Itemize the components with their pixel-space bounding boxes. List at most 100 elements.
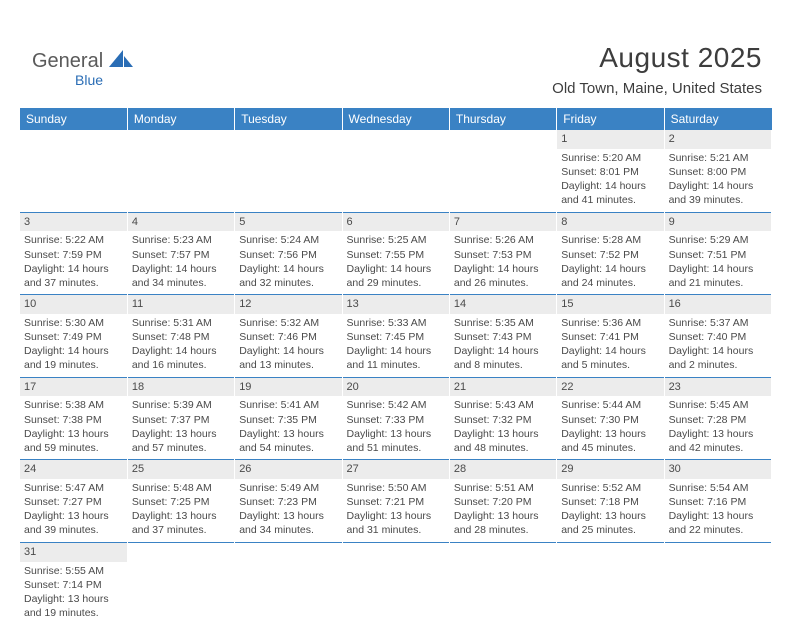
day-number: 30: [665, 460, 771, 479]
day-sunrise: Sunrise: 5:23 AM: [132, 233, 230, 247]
day-sunrise: Sunrise: 5:26 AM: [454, 233, 552, 247]
day-number: 7: [450, 213, 556, 232]
calendar-cell: 30Sunrise: 5:54 AMSunset: 7:16 PMDayligh…: [664, 460, 771, 543]
day-sunset: Sunset: 7:57 PM: [132, 248, 230, 262]
calendar-cell: 27Sunrise: 5:50 AMSunset: 7:21 PMDayligh…: [342, 460, 449, 543]
day-sunrise: Sunrise: 5:39 AM: [132, 398, 230, 412]
day-info: Sunrise: 5:22 AMSunset: 7:59 PMDaylight:…: [20, 231, 127, 294]
day-number: 1: [557, 130, 663, 149]
day-number: 14: [450, 295, 556, 314]
day-info: Sunrise: 5:51 AMSunset: 7:20 PMDaylight:…: [450, 479, 556, 542]
day-number: 4: [128, 213, 234, 232]
header-right: August 2025 Old Town, Maine, United Stat…: [552, 42, 762, 97]
day-sunset: Sunset: 7:23 PM: [239, 495, 337, 509]
day-info: Sunrise: 5:30 AMSunset: 7:49 PMDaylight:…: [20, 314, 127, 377]
day-info: Sunrise: 5:20 AMSunset: 8:01 PMDaylight:…: [557, 149, 663, 212]
day-daylight: Daylight: 13 hours and 34 minutes.: [239, 509, 337, 537]
day-sunset: Sunset: 7:27 PM: [24, 495, 123, 509]
day-info: Sunrise: 5:25 AMSunset: 7:55 PMDaylight:…: [343, 231, 449, 294]
day-header: Saturday: [664, 108, 771, 130]
logo-text-blue: Blue: [75, 72, 103, 88]
day-daylight: Daylight: 13 hours and 54 minutes.: [239, 427, 337, 455]
day-number: 3: [20, 213, 127, 232]
day-sunset: Sunset: 7:49 PM: [24, 330, 123, 344]
day-header-row: Sunday Monday Tuesday Wednesday Thursday…: [20, 108, 772, 130]
day-sunrise: Sunrise: 5:43 AM: [454, 398, 552, 412]
day-info: Sunrise: 5:35 AMSunset: 7:43 PMDaylight:…: [450, 314, 556, 377]
calendar-week-row: 3Sunrise: 5:22 AMSunset: 7:59 PMDaylight…: [20, 212, 772, 295]
day-info: Sunrise: 5:41 AMSunset: 7:35 PMDaylight:…: [235, 396, 341, 459]
day-info: Sunrise: 5:32 AMSunset: 7:46 PMDaylight:…: [235, 314, 341, 377]
day-sunset: Sunset: 7:38 PM: [24, 413, 123, 427]
calendar-cell: 8Sunrise: 5:28 AMSunset: 7:52 PMDaylight…: [557, 212, 664, 295]
day-sunrise: Sunrise: 5:30 AM: [24, 316, 123, 330]
day-sunset: Sunset: 7:16 PM: [669, 495, 767, 509]
day-daylight: Daylight: 13 hours and 39 minutes.: [24, 509, 123, 537]
day-info: Sunrise: 5:44 AMSunset: 7:30 PMDaylight:…: [557, 396, 663, 459]
day-sunset: Sunset: 7:52 PM: [561, 248, 659, 262]
day-sunrise: Sunrise: 5:47 AM: [24, 481, 123, 495]
day-number: 16: [665, 295, 771, 314]
day-sunrise: Sunrise: 5:54 AM: [669, 481, 767, 495]
day-info: Sunrise: 5:54 AMSunset: 7:16 PMDaylight:…: [665, 479, 771, 542]
day-sunrise: Sunrise: 5:37 AM: [669, 316, 767, 330]
day-sunrise: Sunrise: 5:28 AM: [561, 233, 659, 247]
day-daylight: Daylight: 13 hours and 37 minutes.: [132, 509, 230, 537]
day-daylight: Daylight: 14 hours and 29 minutes.: [347, 262, 445, 290]
day-sunrise: Sunrise: 5:48 AM: [132, 481, 230, 495]
location-text: Old Town, Maine, United States: [552, 80, 762, 97]
calendar-cell: 5Sunrise: 5:24 AMSunset: 7:56 PMDaylight…: [235, 212, 342, 295]
day-sunset: Sunset: 7:30 PM: [561, 413, 659, 427]
day-info: Sunrise: 5:55 AMSunset: 7:14 PMDaylight:…: [20, 562, 127, 624]
day-sunrise: Sunrise: 5:55 AM: [24, 564, 123, 578]
day-daylight: Daylight: 13 hours and 51 minutes.: [347, 427, 445, 455]
day-number: 11: [128, 295, 234, 314]
day-daylight: Daylight: 14 hours and 16 minutes.: [132, 344, 230, 372]
day-number: 8: [557, 213, 663, 232]
day-sunset: Sunset: 7:21 PM: [347, 495, 445, 509]
day-daylight: Daylight: 13 hours and 45 minutes.: [561, 427, 659, 455]
day-info: Sunrise: 5:50 AMSunset: 7:21 PMDaylight:…: [343, 479, 449, 542]
day-sunset: Sunset: 7:51 PM: [669, 248, 767, 262]
day-sunrise: Sunrise: 5:31 AM: [132, 316, 230, 330]
logo-sail-icon: [109, 50, 135, 73]
day-info: Sunrise: 5:43 AMSunset: 7:32 PMDaylight:…: [450, 396, 556, 459]
day-sunset: Sunset: 7:46 PM: [239, 330, 337, 344]
day-sunrise: Sunrise: 5:49 AM: [239, 481, 337, 495]
day-sunset: Sunset: 7:35 PM: [239, 413, 337, 427]
day-sunrise: Sunrise: 5:21 AM: [669, 151, 767, 165]
day-daylight: Daylight: 13 hours and 22 minutes.: [669, 509, 767, 537]
day-daylight: Daylight: 13 hours and 48 minutes.: [454, 427, 552, 455]
calendar-cell: 25Sunrise: 5:48 AMSunset: 7:25 PMDayligh…: [127, 460, 234, 543]
day-daylight: Daylight: 14 hours and 24 minutes.: [561, 262, 659, 290]
day-sunset: Sunset: 7:14 PM: [24, 578, 123, 592]
day-info: Sunrise: 5:31 AMSunset: 7:48 PMDaylight:…: [128, 314, 234, 377]
day-number: 28: [450, 460, 556, 479]
calendar-table: Sunday Monday Tuesday Wednesday Thursday…: [20, 108, 772, 624]
day-info: Sunrise: 5:23 AMSunset: 7:57 PMDaylight:…: [128, 231, 234, 294]
day-number: 24: [20, 460, 127, 479]
calendar-cell: 16Sunrise: 5:37 AMSunset: 7:40 PMDayligh…: [664, 295, 771, 378]
day-daylight: Daylight: 14 hours and 34 minutes.: [132, 262, 230, 290]
day-sunrise: Sunrise: 5:25 AM: [347, 233, 445, 247]
day-daylight: Daylight: 14 hours and 32 minutes.: [239, 262, 337, 290]
day-sunset: Sunset: 7:41 PM: [561, 330, 659, 344]
day-sunrise: Sunrise: 5:51 AM: [454, 481, 552, 495]
day-info: Sunrise: 5:47 AMSunset: 7:27 PMDaylight:…: [20, 479, 127, 542]
day-sunset: Sunset: 7:32 PM: [454, 413, 552, 427]
day-sunset: Sunset: 7:48 PM: [132, 330, 230, 344]
day-sunset: Sunset: 8:01 PM: [561, 165, 659, 179]
day-number: 12: [235, 295, 341, 314]
calendar-cell: 2Sunrise: 5:21 AMSunset: 8:00 PMDaylight…: [664, 130, 771, 212]
logo-text-general: General: [32, 50, 103, 73]
day-number: 10: [20, 295, 127, 314]
calendar-cell: 21Sunrise: 5:43 AMSunset: 7:32 PMDayligh…: [449, 377, 556, 460]
brand-logo: General Blue: [32, 50, 135, 73]
calendar-cell: 7Sunrise: 5:26 AMSunset: 7:53 PMDaylight…: [449, 212, 556, 295]
day-sunset: Sunset: 7:53 PM: [454, 248, 552, 262]
day-info: Sunrise: 5:52 AMSunset: 7:18 PMDaylight:…: [557, 479, 663, 542]
day-sunrise: Sunrise: 5:20 AM: [561, 151, 659, 165]
day-header: Tuesday: [235, 108, 342, 130]
day-info: Sunrise: 5:42 AMSunset: 7:33 PMDaylight:…: [343, 396, 449, 459]
calendar-week-row: 10Sunrise: 5:30 AMSunset: 7:49 PMDayligh…: [20, 295, 772, 378]
